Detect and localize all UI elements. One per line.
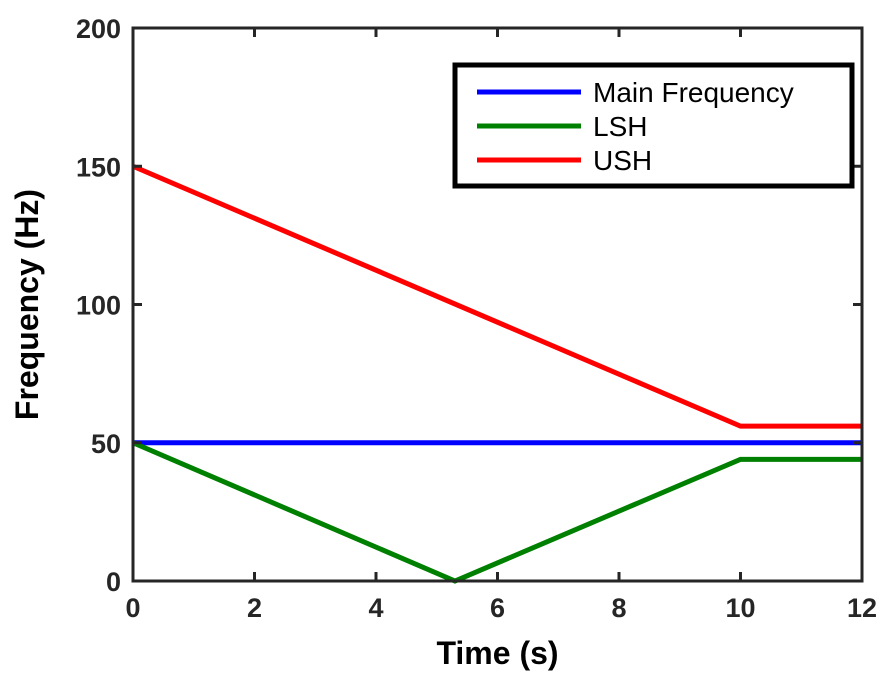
legend-entry-2: LSH <box>593 111 647 142</box>
x-tick-label: 10 <box>725 593 755 623</box>
x-axis-label: Time (s) <box>436 635 558 671</box>
series-line-2 <box>132 440 862 584</box>
y-tick-label: 0 <box>106 567 121 597</box>
series-line-3 <box>132 163 862 429</box>
x-tick-label: 0 <box>125 593 140 623</box>
x-tick-label: 8 <box>611 593 626 623</box>
y-tick-label: 200 <box>76 14 121 44</box>
y-tick-label: 50 <box>91 429 121 459</box>
legend-entry-3: USH <box>593 145 652 176</box>
y-axis-label: Frequency (Hz) <box>9 189 45 420</box>
x-tick-label: 4 <box>368 593 383 623</box>
x-tick-label: 12 <box>847 593 877 623</box>
x-tick-label: 2 <box>247 593 262 623</box>
series-lines <box>132 163 862 584</box>
legend-entry-1: Main Frequency <box>593 77 794 108</box>
y-tick-label: 150 <box>76 152 121 182</box>
x-tick-label: 6 <box>490 593 505 623</box>
ticks: 0 2 4 6 8 10 12 0 50 100 150 200 <box>76 14 877 623</box>
y-tick-label: 100 <box>76 291 121 321</box>
